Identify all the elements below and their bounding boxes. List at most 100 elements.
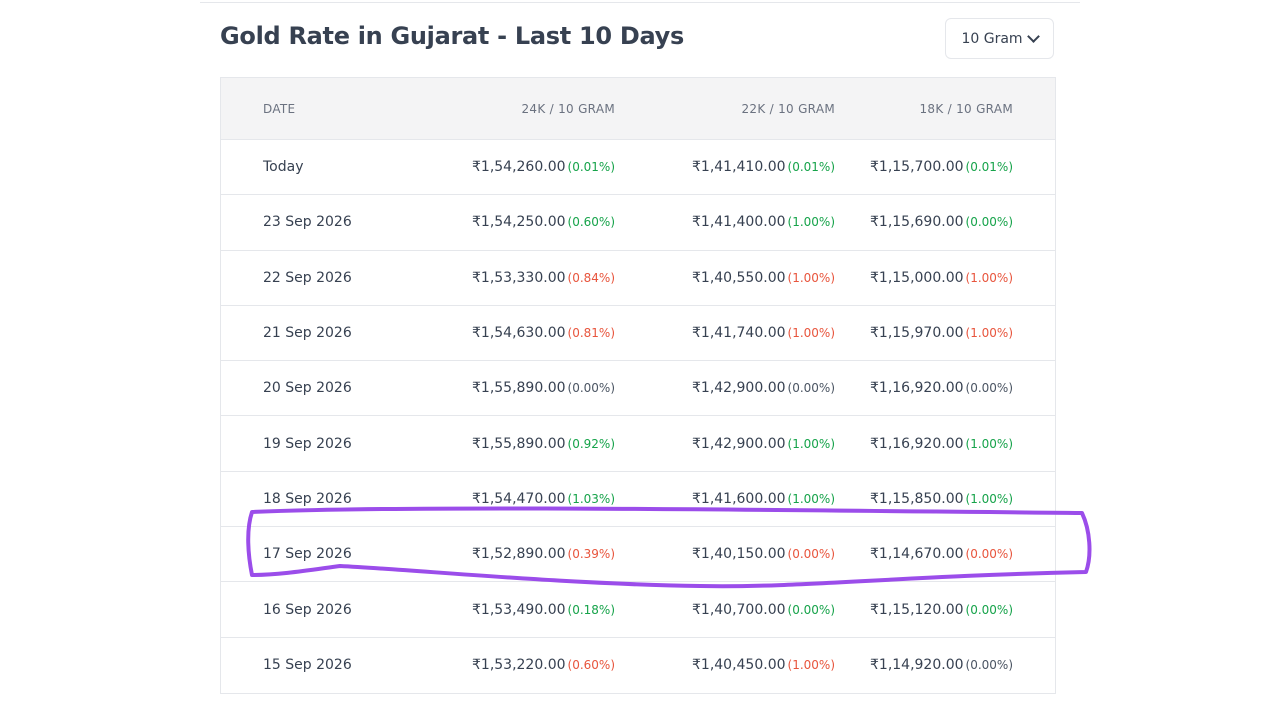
rate-24k: ₹1,52,890.00 (0.39%) xyxy=(472,527,615,581)
change-18k: (1.00%) xyxy=(965,270,1013,285)
change-24k: (0.60%) xyxy=(567,215,615,230)
price-24k: ₹1,54,630.00 xyxy=(472,325,566,342)
price-18k: ₹1,15,700.00 xyxy=(870,159,964,176)
row-date: 20 Sep 2026 xyxy=(263,380,352,397)
rate-24k: ₹1,55,890.00 (0.92%) xyxy=(472,416,615,470)
price-18k: ₹1,16,920.00 xyxy=(870,380,964,397)
price-22k: ₹1,40,450.00 xyxy=(692,657,786,674)
price-24k: ₹1,55,890.00 xyxy=(472,435,566,452)
rate-22k: ₹1,41,600.00 (1.00%) xyxy=(692,472,835,526)
rate-18k: ₹1,15,970.00 (1.00%) xyxy=(870,306,1013,360)
rate-24k: ₹1,55,890.00 (0.00%) xyxy=(472,361,615,415)
rate-22k: ₹1,41,740.00 (1.00%) xyxy=(692,306,835,360)
change-18k: (1.00%) xyxy=(965,326,1013,341)
change-18k: (0.00%) xyxy=(965,215,1013,230)
row-date: 17 Sep 2026 xyxy=(263,546,352,563)
price-22k: ₹1,42,900.00 xyxy=(692,435,786,452)
change-24k: (1.03%) xyxy=(567,491,615,506)
rate-22k: ₹1,42,900.00 (1.00%) xyxy=(692,416,835,470)
rate-24k: ₹1,54,630.00 (0.81%) xyxy=(472,306,615,360)
change-24k: (0.18%) xyxy=(567,602,615,617)
price-24k: ₹1,54,470.00 xyxy=(472,490,566,507)
row-date: 16 Sep 2026 xyxy=(263,601,352,618)
rate-24k: ₹1,53,220.00 (0.60%) xyxy=(472,638,615,693)
price-22k: ₹1,40,550.00 xyxy=(692,269,786,286)
price-18k: ₹1,14,670.00 xyxy=(870,546,964,563)
price-22k: ₹1,41,410.00 xyxy=(692,159,786,176)
rate-18k: ₹1,16,920.00 (0.00%) xyxy=(870,361,1013,415)
table-row: 17 Sep 2026 ₹1,52,890.00 (0.39%) ₹1,40,150.… xyxy=(221,527,1055,583)
rate-22k: ₹1,41,400.00 (1.00%) xyxy=(692,195,835,249)
rate-24k: ₹1,54,250.00 (0.60%) xyxy=(472,195,615,249)
rate-18k: ₹1,15,700.00 (0.01%) xyxy=(870,140,1013,194)
price-24k: ₹1,52,890.00 xyxy=(472,546,566,563)
price-24k: ₹1,54,250.00 xyxy=(472,214,566,231)
rate-24k: ₹1,53,330.00 (0.84%) xyxy=(472,251,615,305)
change-22k: (1.00%) xyxy=(787,215,835,230)
change-22k: (0.00%) xyxy=(787,381,835,396)
price-18k: ₹1,15,970.00 xyxy=(870,325,964,342)
table-body: Today ₹1,54,260.00 (0.01%) ₹1,41,410.00 (0.0… xyxy=(221,140,1055,693)
change-24k: (0.81%) xyxy=(567,326,615,341)
rate-22k: ₹1,42,900.00 (0.00%) xyxy=(692,361,835,415)
change-24k: (0.60%) xyxy=(567,658,615,673)
rate-24k: ₹1,54,260.00 (0.01%) xyxy=(472,140,615,194)
price-24k: ₹1,55,890.00 xyxy=(472,380,566,397)
change-24k: (0.84%) xyxy=(567,270,615,285)
rate-18k: ₹1,14,670.00 (0.00%) xyxy=(870,527,1013,581)
change-22k: (0.00%) xyxy=(787,602,835,617)
price-22k: ₹1,41,600.00 xyxy=(692,490,786,507)
price-22k: ₹1,42,900.00 xyxy=(692,380,786,397)
table-row: 23 Sep 2026 ₹1,54,250.00 (0.60%) ₹1,41,400.… xyxy=(221,195,1055,251)
change-18k: (0.01%) xyxy=(965,160,1013,175)
price-24k: ₹1,53,330.00 xyxy=(472,269,566,286)
unit-dropdown-value: 10 Gram xyxy=(961,30,1023,47)
change-18k: (1.00%) xyxy=(965,436,1013,451)
row-date: Today xyxy=(263,159,304,176)
change-22k: (1.00%) xyxy=(787,658,835,673)
table-row: 19 Sep 2026 ₹1,55,890.00 (0.92%) ₹1,42,900.… xyxy=(221,416,1055,472)
rate-18k: ₹1,14,920.00 (0.00%) xyxy=(870,638,1013,693)
change-18k: (0.00%) xyxy=(965,658,1013,673)
table-row: 15 Sep 2026 ₹1,53,220.00 (0.60%) ₹1,40,450.… xyxy=(221,638,1055,693)
row-date: 23 Sep 2026 xyxy=(263,214,352,231)
rate-22k: ₹1,40,450.00 (1.00%) xyxy=(692,638,835,693)
row-date: 18 Sep 2026 xyxy=(263,490,352,507)
header-18k: 18K / 10 GRAM xyxy=(919,101,1013,116)
rate-22k: ₹1,41,410.00 (0.01%) xyxy=(692,140,835,194)
rate-18k: ₹1,15,850.00 (1.00%) xyxy=(870,472,1013,526)
unit-dropdown[interactable]: 10 Gram xyxy=(945,18,1054,59)
price-18k: ₹1,16,920.00 xyxy=(870,435,964,452)
page-title: Gold Rate in Gujarat - Last 10 Days xyxy=(220,22,684,50)
rate-22k: ₹1,40,700.00 (0.00%) xyxy=(692,582,835,636)
price-24k: ₹1,54,260.00 xyxy=(472,159,566,176)
price-18k: ₹1,15,120.00 xyxy=(870,601,964,618)
top-divider xyxy=(200,2,1080,3)
change-22k: (0.00%) xyxy=(787,547,835,562)
change-24k: (0.01%) xyxy=(567,160,615,175)
row-date: 22 Sep 2026 xyxy=(263,269,352,286)
change-18k: (0.00%) xyxy=(965,602,1013,617)
price-18k: ₹1,15,850.00 xyxy=(870,490,964,507)
change-22k: (1.00%) xyxy=(787,326,835,341)
rate-22k: ₹1,40,150.00 (0.00%) xyxy=(692,527,835,581)
change-24k: (0.39%) xyxy=(567,547,615,562)
rate-18k: ₹1,15,690.00 (0.00%) xyxy=(870,195,1013,249)
table-row: 18 Sep 2026 ₹1,54,470.00 (1.03%) ₹1,41,600.… xyxy=(221,472,1055,528)
table-row: 16 Sep 2026 ₹1,53,490.00 (0.18%) ₹1,40,700.… xyxy=(221,582,1055,638)
price-22k: ₹1,40,150.00 xyxy=(692,546,786,563)
change-18k: (0.00%) xyxy=(965,547,1013,562)
header-22k: 22K / 10 GRAM xyxy=(741,101,835,116)
change-22k: (1.00%) xyxy=(787,491,835,506)
row-date: 21 Sep 2026 xyxy=(263,325,352,342)
change-24k: (0.92%) xyxy=(567,436,615,451)
change-22k: (1.00%) xyxy=(787,270,835,285)
price-24k: ₹1,53,220.00 xyxy=(472,657,566,674)
table-row: Today ₹1,54,260.00 (0.01%) ₹1,41,410.00 (0.0… xyxy=(221,140,1055,196)
table-row: 20 Sep 2026 ₹1,55,890.00 (0.00%) ₹1,42,900.… xyxy=(221,361,1055,417)
price-22k: ₹1,41,740.00 xyxy=(692,325,786,342)
change-22k: (0.01%) xyxy=(787,160,835,175)
chevron-down-icon xyxy=(1026,30,1040,43)
header-24k: 24K / 10 GRAM xyxy=(521,101,615,116)
